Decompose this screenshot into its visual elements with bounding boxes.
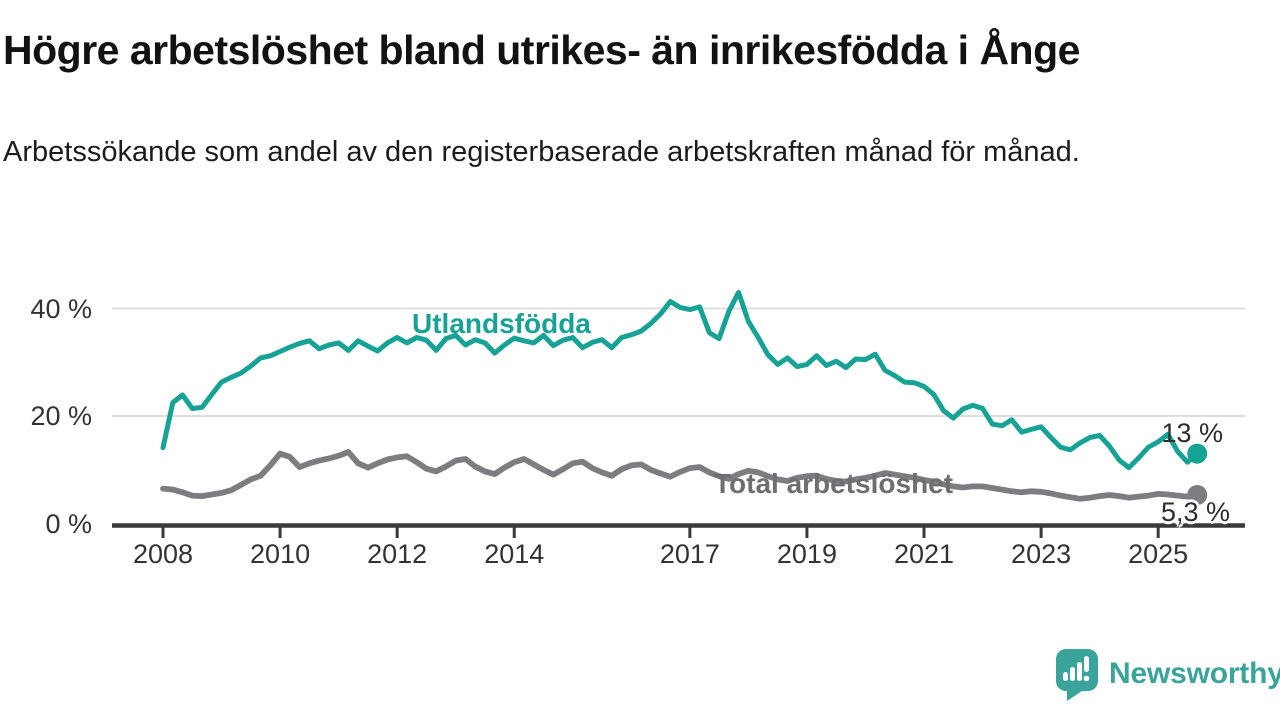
x-axis-tick-label: 2023 [1011, 539, 1072, 569]
endpoint-dot-total-arbetsloshet [1187, 485, 1208, 505]
x-axis-tick-label: 2017 [659, 539, 720, 569]
series-lines [160, 289, 1201, 502]
series-line-total-arbetsloshet [160, 449, 1201, 502]
end-value-label-utlandsfodda: 13 % [1161, 418, 1223, 448]
x-axis-tick-label: 2019 [776, 539, 837, 569]
x-axis-tick-marks [161, 527, 1160, 538]
endpoint-dot-utlandsfodda [1187, 443, 1208, 464]
x-axis-tick-label: 2014 [484, 539, 545, 569]
series-label-utlandsfodda: Utlandsfödda [412, 308, 591, 339]
newsworthy-logo: Newsworthy [1055, 648, 1280, 704]
series-label-total-arbetsloshet: Total arbetslöshet [714, 468, 954, 499]
y-axis-tick-label: 20 % [30, 401, 92, 431]
x-axis-tick-label: 2010 [250, 539, 311, 569]
x-axis-tick-label: 2012 [367, 539, 428, 569]
end-value-label-total-arbetsloshet: 5,3 % [1160, 497, 1230, 527]
gridlines [112, 307, 1245, 417]
x-axis-tick-label: 2008 [132, 539, 194, 569]
newsworthy-wordmark: Newsworthy [1109, 657, 1280, 690]
series-line-utlandsfodda [160, 289, 1200, 471]
chart-subtitle: Arbetssökande som andel av den registerb… [3, 136, 1080, 168]
chart-title: Högre arbetslöshet bland utrikes- än inr… [3, 27, 1080, 73]
y-axis-tick-label: 0 % [45, 508, 92, 539]
newsworthy-speech-bubble-chart-icon [1056, 649, 1098, 701]
series-endpoint-dots [1187, 443, 1208, 505]
x-axis-tick-label: 2025 [1128, 539, 1189, 569]
x-axis-tick-label: 2021 [893, 539, 955, 569]
y-axis-tick-label: 40 % [30, 293, 92, 324]
